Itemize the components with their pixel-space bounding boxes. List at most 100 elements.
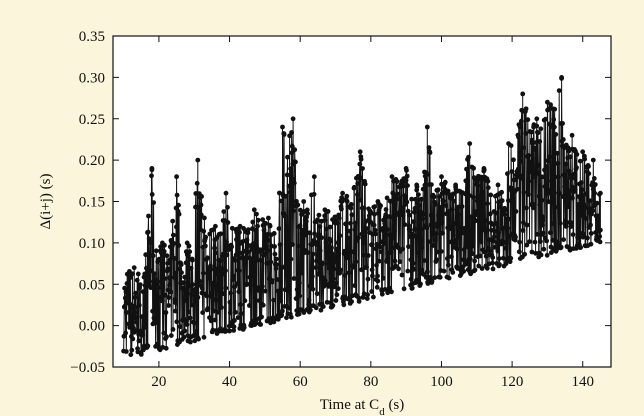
data-point <box>278 198 284 204</box>
data-point <box>561 237 566 243</box>
data-point <box>194 328 199 334</box>
data-point <box>549 178 555 184</box>
data-point <box>287 190 293 195</box>
data-point <box>530 205 536 211</box>
data-point <box>485 178 491 184</box>
data-point <box>433 231 439 237</box>
data-point <box>528 169 533 175</box>
data-point <box>483 253 489 259</box>
data-point <box>523 131 529 136</box>
data-point <box>208 263 213 269</box>
data-point <box>503 245 509 251</box>
data-point <box>514 186 520 192</box>
data-point <box>307 230 313 236</box>
data-point <box>529 129 534 135</box>
data-point <box>137 282 143 288</box>
data-point <box>200 310 206 315</box>
data-point <box>248 260 254 266</box>
data-point <box>272 251 278 257</box>
data-point <box>516 134 521 140</box>
data-point <box>176 202 181 208</box>
data-point <box>568 154 573 160</box>
data-point <box>166 275 172 281</box>
data-point <box>218 231 224 237</box>
data-point <box>388 250 394 256</box>
data-point <box>132 295 138 300</box>
data-point <box>227 299 233 305</box>
data-point <box>266 215 271 221</box>
data-point <box>253 227 258 233</box>
data-point <box>502 207 508 213</box>
data-point <box>136 338 142 344</box>
data-point <box>134 316 140 322</box>
data-point <box>520 176 526 182</box>
data-point <box>518 158 524 164</box>
data-point <box>543 164 549 169</box>
data-point <box>418 226 424 232</box>
data-point <box>122 285 127 291</box>
data-point <box>267 223 273 229</box>
data-point <box>592 182 598 187</box>
data-point <box>596 218 601 224</box>
data-point <box>263 288 268 294</box>
data-point <box>467 141 473 147</box>
data-point <box>480 189 486 195</box>
x-axis-label-unit: (s) <box>385 397 405 413</box>
data-point <box>506 216 512 222</box>
data-point <box>442 179 448 185</box>
data-point <box>557 220 563 226</box>
data-point <box>180 280 186 285</box>
data-point <box>402 222 408 228</box>
data-point <box>181 315 187 321</box>
data-point <box>497 204 503 210</box>
data-point <box>404 173 410 179</box>
data-point <box>203 234 209 240</box>
data-point <box>437 213 443 219</box>
data-point <box>162 242 167 248</box>
data-point <box>256 298 262 303</box>
data-point <box>407 228 413 234</box>
data-point <box>182 328 188 334</box>
data-point <box>206 270 212 275</box>
data-point <box>581 232 587 237</box>
data-point <box>350 264 356 270</box>
data-point <box>168 289 174 295</box>
data-point <box>401 286 407 292</box>
data-point <box>344 199 350 204</box>
data-point <box>198 212 204 218</box>
data-point <box>170 327 176 332</box>
data-point <box>396 266 401 272</box>
data-point <box>166 303 172 308</box>
data-point <box>419 244 425 250</box>
data-point <box>410 260 416 266</box>
data-point <box>325 209 331 214</box>
data-point <box>409 196 414 202</box>
data-point <box>582 156 588 162</box>
data-point <box>301 310 307 315</box>
data-point <box>361 252 366 258</box>
data-point <box>452 237 458 243</box>
data-point <box>316 212 322 218</box>
data-point <box>412 196 418 202</box>
data-point <box>537 139 543 144</box>
data-point <box>556 88 562 93</box>
data-point <box>320 304 326 309</box>
data-point <box>254 245 260 251</box>
data-point <box>213 250 219 256</box>
data-point <box>535 130 541 136</box>
data-point <box>337 233 343 239</box>
data-point <box>286 305 292 311</box>
x-axis-label-main: Time at C <box>320 397 379 413</box>
data-point <box>299 270 305 276</box>
data-point <box>351 184 357 190</box>
data-point <box>421 258 427 263</box>
data-point <box>592 190 597 196</box>
data-point <box>533 147 539 153</box>
data-point <box>521 220 526 226</box>
data-point <box>148 268 154 274</box>
data-point <box>265 248 270 253</box>
data-point <box>171 241 177 246</box>
data-point <box>132 309 137 315</box>
x-tick-label: 140 <box>571 374 594 390</box>
data-point <box>349 212 355 218</box>
